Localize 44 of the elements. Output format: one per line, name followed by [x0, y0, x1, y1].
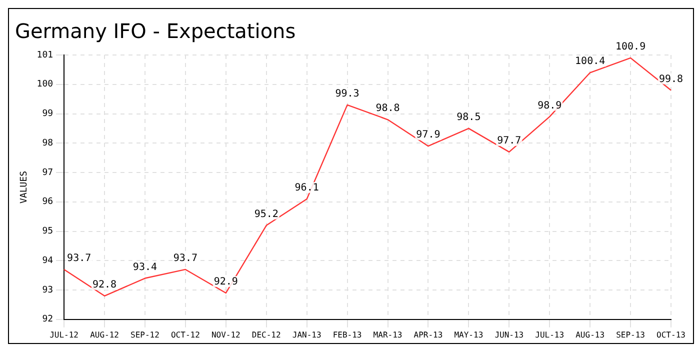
chart-title: Germany IFO - Expectations: [15, 19, 296, 44]
y-axis-title: VALUES: [20, 170, 30, 204]
data-label: 96.1: [294, 182, 319, 194]
data-label: 98.5: [456, 112, 481, 124]
data-label: 98.8: [376, 103, 400, 114]
y-tick-label: 97: [42, 168, 54, 178]
y-tick-label: 100: [36, 80, 54, 90]
x-tick-label: NOV-12: [211, 330, 241, 340]
data-label: 95.2: [254, 208, 278, 220]
data-label: 93.7: [173, 253, 198, 264]
data-label: 98.9: [538, 100, 562, 112]
y-tick-label: 96: [42, 197, 54, 208]
data-label: 92.9: [214, 276, 238, 288]
y-tick-label: 92: [42, 314, 54, 325]
data-label: 92.8: [92, 279, 117, 290]
data-label: 93.4: [132, 262, 158, 273]
x-tick-label: JUL-13: [535, 330, 564, 340]
data-label: 97.9: [416, 130, 440, 141]
y-tick-label: 93: [42, 285, 54, 296]
x-tick-label: AUG-13: [576, 330, 605, 340]
y-tick-label: 99: [42, 109, 54, 120]
data-label: 99.8: [658, 74, 684, 85]
x-tick-label: AUG-12: [90, 330, 120, 340]
data-label: 100.9: [615, 42, 646, 53]
y-tick-label: 101: [36, 50, 54, 60]
data-label: 99.3: [335, 88, 360, 100]
data-label: 100.4: [575, 56, 606, 68]
x-tick-label: JUL-12: [50, 330, 79, 340]
x-tick-label: SEP-12: [130, 330, 160, 340]
x-tick-label: MAR-13: [373, 330, 402, 340]
x-tick-label: APR-13: [414, 330, 443, 340]
data-label: 97.7: [497, 136, 522, 147]
y-tick-label: 95: [42, 226, 54, 237]
x-tick-label: JAN-13: [292, 330, 322, 340]
x-tick-label: SEP-13: [616, 330, 646, 340]
y-tick-label: 94: [42, 256, 54, 266]
x-tick-label: OCT-13: [656, 330, 686, 340]
data-label: 93.7: [67, 253, 92, 264]
x-tick-label: OCT-12: [170, 330, 200, 340]
x-tick-label: MAY-13: [454, 330, 484, 340]
x-tick-label: DEC-12: [252, 330, 281, 340]
y-tick-label: 98: [42, 138, 54, 148]
x-tick-label: FEB-13: [332, 330, 362, 340]
x-tick-label: JUN-13: [494, 330, 524, 340]
